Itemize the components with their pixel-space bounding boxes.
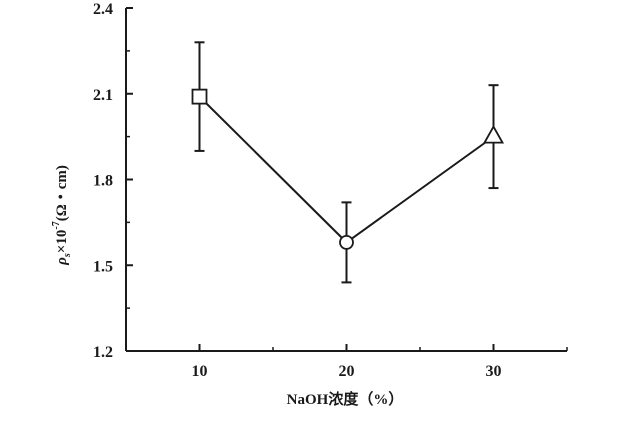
data-point-circle [339,234,354,250]
svg-text:ρs×10-7(Ω・cm): ρs×10-7(Ω・cm) [51,165,73,266]
x-tick-label: 10 [192,363,208,380]
y-axis-title: ρs×10-7(Ω・cm) [51,165,73,266]
y-tick-label: 1.5 [93,258,113,275]
plot-frame [125,8,567,352]
y-axis-title-multiplier: ×10 [54,230,70,254]
x-axis-ticks: 10 20 30 [192,344,568,380]
y-axis-title-unit: (Ω・cm) [54,165,70,221]
y-axis-title-exponent: -7 [51,221,62,229]
y-tick-label: 1.2 [93,344,113,361]
y-tick-label: 1.8 [93,173,113,190]
y-axis-title-subscript: s [62,253,73,258]
y-axis-ticks: 1.2 1.5 1.8 2.1 2.4 [93,1,133,361]
y-tick-label: 2.1 [93,87,113,104]
x-tick-label: 20 [339,363,355,380]
series-layer [191,41,505,284]
y-axis-title-symbol: ρ [54,257,70,266]
y-tick-label: 2.4 [93,1,113,18]
data-point-triangle [482,124,505,144]
x-tick-label: 30 [486,363,502,380]
data-point-square [191,88,208,105]
x-axis-title: NaOH浓度（%） [287,390,404,408]
